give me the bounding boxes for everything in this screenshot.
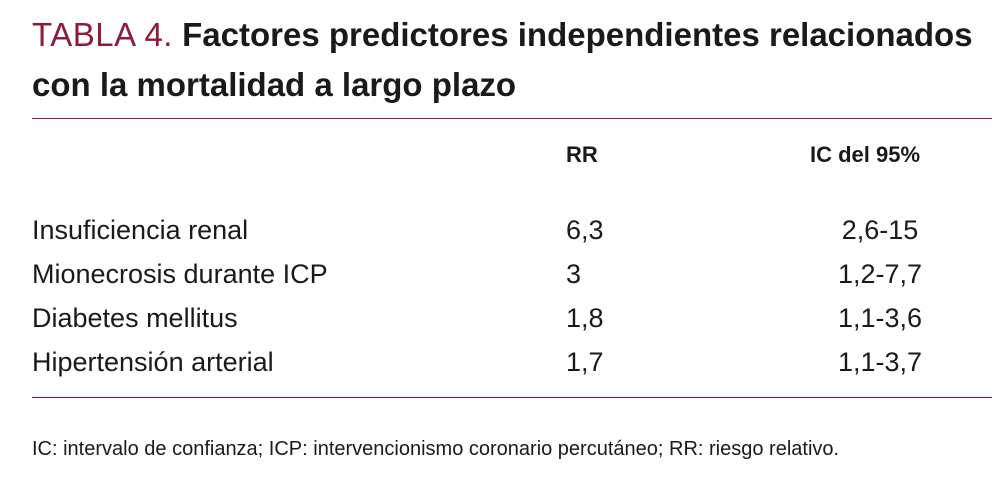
rr-cell: 3 <box>566 259 582 289</box>
table-footnote: IC: intervalo de confianza; ICP: interve… <box>32 438 840 460</box>
factor-cell: Diabetes mellitus <box>32 303 238 333</box>
factor-cell: Hipertensión arterial <box>32 347 274 377</box>
factor-cell: Mionecrosis durante ICP <box>32 259 328 289</box>
rr-cell: 1,8 <box>566 303 604 333</box>
ic-cell: 1,2-7,7 <box>837 259 923 289</box>
table-caption: Factores predictores independientes rela… <box>32 16 973 103</box>
table-row: Diabetes mellitus 1,8 1,1-3,6 <box>0 296 1004 340</box>
table-number: TABLA 4. <box>32 16 173 53</box>
header-ic: IC del 95% <box>810 142 921 167</box>
top-rule <box>32 118 992 119</box>
table-title: TABLA 4. Factores predictores independie… <box>32 10 992 110</box>
table-row: Insuficiencia renal 6,3 2,6-15 <box>0 208 1004 252</box>
bottom-rule <box>32 397 992 398</box>
table-body: Insuficiencia renal 6,3 2,6-15 Mionecros… <box>0 208 1004 384</box>
rr-cell: 1,7 <box>566 347 604 377</box>
header-rr: RR <box>566 142 598 167</box>
rr-cell: 6,3 <box>566 215 604 245</box>
ic-cell: 1,1-3,6 <box>837 303 923 333</box>
table-row: Mionecrosis durante ICP 3 1,2-7,7 <box>0 252 1004 296</box>
table-row: Hipertensión arterial 1,7 1,1-3,7 <box>0 340 1004 384</box>
ic-cell: 2,6-15 <box>841 215 919 245</box>
factor-cell: Insuficiencia renal <box>32 215 249 245</box>
ic-cell: 1,1-3,7 <box>837 347 923 377</box>
